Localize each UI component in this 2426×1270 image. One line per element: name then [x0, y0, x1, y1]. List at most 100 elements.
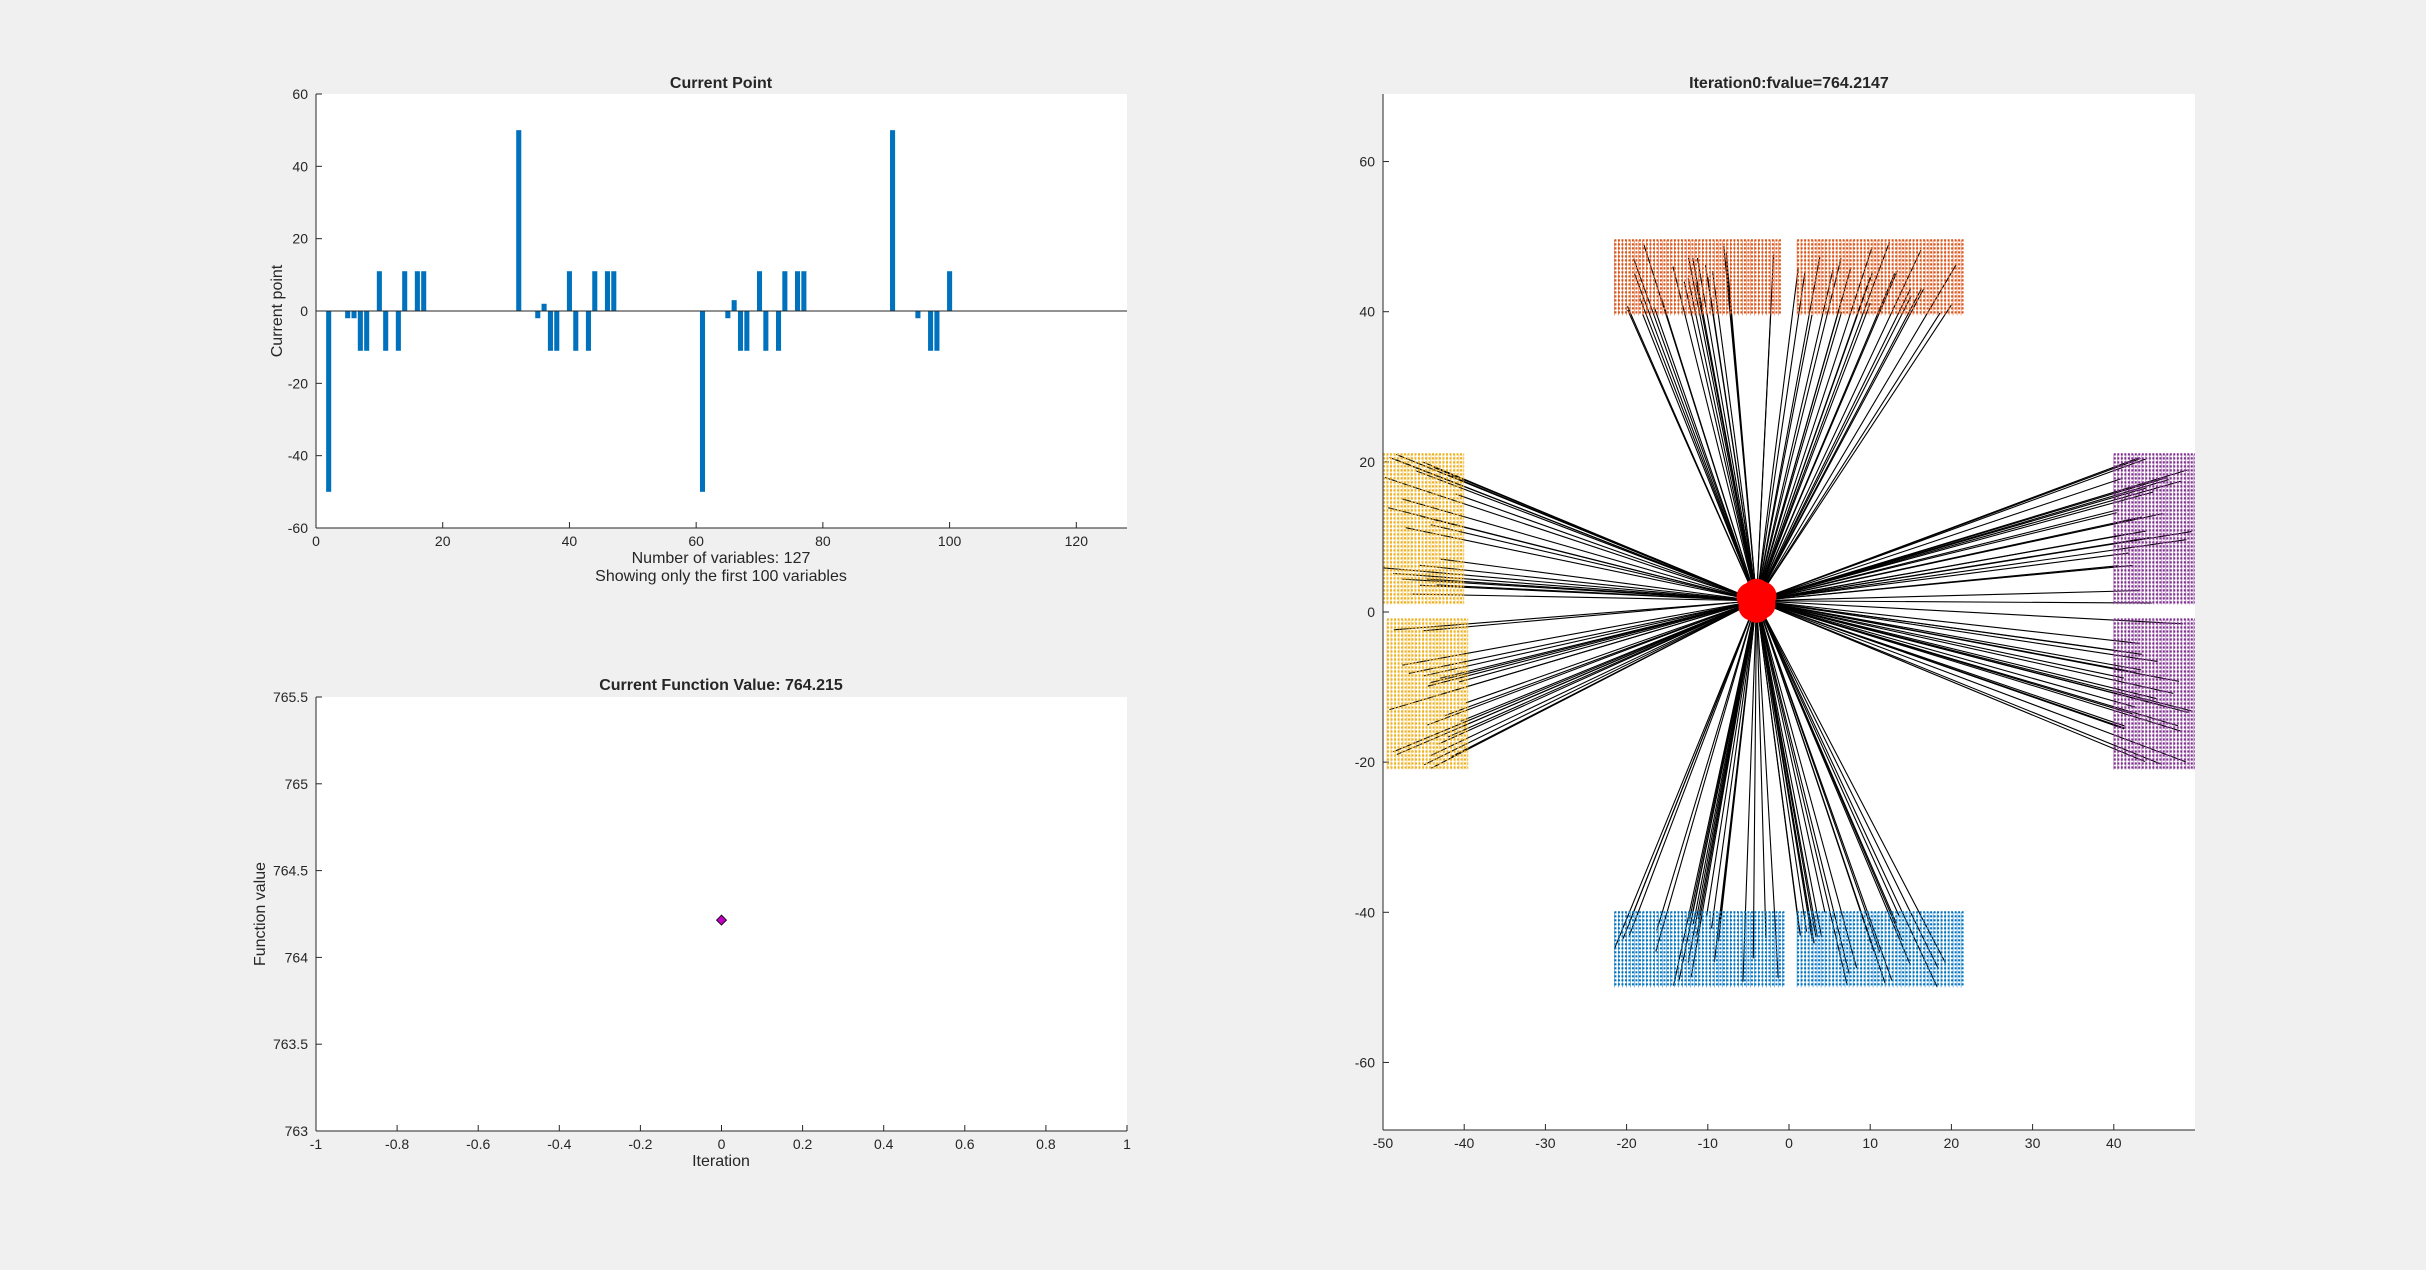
connection-line: [1692, 600, 1758, 913]
y-tick-label: 765: [285, 776, 309, 792]
connection-lines: [1383, 242, 2193, 988]
connection-line: [1756, 600, 2183, 625]
connection-line: [1415, 470, 1757, 602]
connection-line: [1687, 278, 1758, 601]
connection-line: [1711, 271, 1758, 601]
connection-line: [1756, 491, 2154, 602]
x-tick-label: -50: [1373, 1135, 1393, 1151]
x-tick-label: 0.8: [1036, 1136, 1056, 1152]
connection-line: [1752, 600, 1758, 959]
center-point: [1742, 594, 1771, 623]
connection-line: [1756, 600, 2137, 708]
current-point-axes: 0 20 40 60 80 100 120 -60 -40 -20 0 20 40 60 Current …: [269, 75, 1127, 585]
point-group: [1796, 911, 1964, 988]
connection-line: [1756, 469, 2188, 602]
bar: [402, 271, 408, 311]
connection-line: [1710, 600, 1758, 929]
bar: [585, 311, 591, 351]
connection-line: [1756, 242, 1890, 601]
connection-line: [1440, 558, 1757, 602]
connection-line: [1426, 578, 1757, 602]
connection-line: [1421, 516, 1757, 602]
y-tick-label: -40: [1355, 904, 1375, 920]
bar: [414, 271, 420, 311]
axis-ticks: -1 -0.8 -0.6 -0.4 -0.2 0 0.2 0.4 0.6 0.8 1 763 763.5…: [273, 689, 1131, 1152]
x-tick-label: 0.4: [874, 1136, 894, 1152]
connection-line: [1455, 493, 1757, 602]
bar: [573, 311, 579, 351]
bar: [604, 271, 610, 311]
connection-line: [1383, 567, 1757, 602]
bar: [934, 311, 940, 351]
connection-line: [1427, 600, 1757, 726]
y-axis-label: Current point: [269, 264, 286, 357]
axis-ticks: -50 -40 -30 -20 -10 0 10 20 30 40 -60 -40 -20 0 20 40 60: [1355, 154, 2122, 1151]
connection-line: [1756, 600, 1946, 963]
connection-line: [1756, 600, 1901, 918]
connection-line: [1433, 466, 1757, 602]
connection-line: [1756, 288, 1911, 601]
connection-line: [1687, 600, 1758, 963]
bar: [326, 311, 332, 492]
axis-ticks: 0 20 40 60 80 100 120 -60 -40 -20 0 20 40 60: [288, 86, 1088, 549]
y-tick-label: 764.5: [273, 863, 308, 879]
bar: [554, 311, 560, 351]
bar: [351, 311, 357, 319]
chart-title: Current Function Value: 764.215: [599, 677, 843, 694]
y-tick-label: -20: [1355, 754, 1375, 770]
connection-line: [1673, 600, 1758, 986]
connection-line: [1692, 258, 1758, 601]
y-tick-label: 20: [292, 231, 308, 247]
bar: [756, 271, 763, 311]
connection-line: [1755, 600, 1767, 939]
connection-line: [1633, 258, 1758, 601]
x-tick-label: 40: [2106, 1135, 2122, 1151]
bar: [725, 311, 731, 319]
x-tick-label: 0.2: [793, 1136, 813, 1152]
y-tick-label: -20: [288, 375, 308, 391]
connection-line: [1427, 600, 1757, 687]
connection-line: [1742, 600, 1758, 982]
connection-line: [1656, 600, 1758, 931]
connection-line: [1465, 600, 1757, 704]
bar: [541, 303, 547, 311]
function-value-series: [715, 914, 728, 926]
bar: [421, 271, 427, 311]
x-axis-label: Number of variables: 127: [632, 550, 811, 567]
connection-line: [1422, 600, 1757, 632]
x-tick-label: 0: [312, 533, 320, 549]
y-tick-label: 763.5: [273, 1036, 308, 1052]
connection-line: [1756, 600, 1881, 953]
connection-line: [1756, 600, 2158, 662]
connection-line: [1439, 600, 1757, 679]
connection-line: [1756, 273, 1896, 601]
connection-line: [1458, 600, 1757, 729]
bar: [345, 311, 351, 319]
connection-line: [1755, 600, 1875, 952]
connection-line: [1756, 304, 1952, 602]
x-tick-label: -20: [1616, 1135, 1636, 1151]
connection-line: [1405, 527, 1757, 602]
connection-line: [1756, 565, 2119, 602]
bar: [737, 311, 744, 351]
iteration-axes: -50 -40 -30 -20 -10 0 10 20 30 40 -60 -40 -20 0 20 40 60…: [1355, 75, 2195, 1151]
connection-line: [1756, 458, 2146, 602]
x-tick-label: 80: [815, 533, 831, 549]
x-tick-label: 40: [562, 533, 578, 549]
connection-line: [1755, 600, 1815, 944]
connection-line: [1401, 498, 1757, 602]
connection-line: [1419, 564, 1757, 602]
point-group: [1614, 911, 1785, 988]
x-tick-label: 60: [688, 533, 704, 549]
connection-line: [1756, 312, 1941, 602]
x-axis-label: Iteration: [692, 1153, 750, 1170]
connection-line: [1706, 600, 1758, 917]
connection-line: [1756, 478, 2121, 602]
connection-line: [1634, 273, 1758, 601]
x-tick-label: -0.4: [547, 1136, 571, 1152]
x-tick-label: 20: [1944, 1135, 1960, 1151]
x-tick-label: 10: [1862, 1135, 1878, 1151]
y-tick-label: -60: [288, 520, 308, 536]
connection-line: [1756, 516, 2142, 602]
y-tick-label: 765.5: [273, 689, 308, 705]
